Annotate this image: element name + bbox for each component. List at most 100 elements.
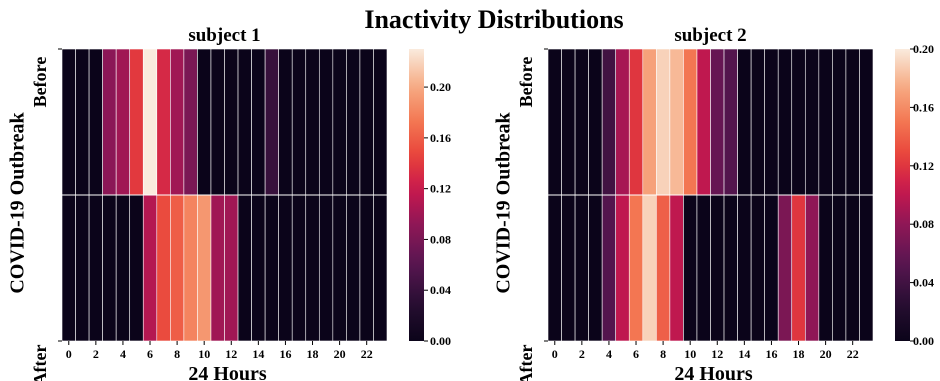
x-tick-label: 4 (120, 347, 126, 361)
heatmap-cell (102, 48, 117, 196)
heatmap-cell (210, 48, 225, 196)
x-tick-label: 2 (93, 347, 99, 361)
heatmap-cell (777, 48, 793, 196)
heatmap-cell (61, 194, 76, 342)
y-axis-label: COVID-19 Outbreak (493, 111, 515, 293)
heatmap-cell (832, 48, 847, 196)
figure-title: Inactivity Distributions (364, 5, 623, 34)
heatmap-cell (588, 48, 603, 196)
heatmap-cell (574, 48, 589, 196)
heatmap-cell (183, 194, 198, 342)
colorbar-tick-label: 0.16 (430, 131, 451, 145)
heatmap-cell (197, 194, 212, 342)
heatmap-cell (791, 194, 806, 342)
heatmap-cell (656, 194, 671, 342)
heatmap-cell (346, 194, 361, 342)
heatmap-cell (669, 48, 684, 196)
heatmap-cell (61, 48, 76, 196)
colorbar (409, 49, 424, 341)
x-tick-label: 4 (606, 347, 612, 361)
x-tick-label: 18 (307, 347, 319, 361)
subplot-title: subject 2 (674, 25, 746, 46)
x-tick-label: 14 (738, 347, 750, 361)
x-tick-label: 6 (633, 347, 639, 361)
x-tick-label: 16 (765, 347, 777, 361)
heatmap-cell (737, 194, 752, 342)
heatmap-cell (574, 194, 589, 342)
heatmap-cell (628, 194, 644, 342)
heatmap-cell (601, 194, 617, 342)
x-axis-label: 24 Hours (188, 363, 267, 381)
heatmap-cell (251, 48, 266, 196)
heatmap-cell (804, 48, 820, 196)
heatmap-cell (615, 48, 630, 196)
x-tick-label: 10 (198, 347, 210, 361)
row-label-before: Before (30, 57, 50, 108)
heatmap-cell (859, 48, 874, 196)
heatmap-cell (102, 194, 117, 342)
heatmap-cell (373, 48, 388, 196)
heatmap-cell (696, 194, 711, 342)
heatmap-cell (845, 194, 860, 342)
colorbar-tick-label: 0.08 (913, 217, 934, 231)
x-tick-label: 18 (793, 347, 805, 361)
heatmap-cell (859, 194, 874, 342)
heatmap-cell (764, 194, 779, 342)
colorbar-tick-label: 0.12 (913, 159, 934, 173)
subplot-title: subject 1 (188, 25, 260, 46)
heatmap-cell (170, 194, 185, 342)
heatmap-cell (737, 48, 752, 196)
heatmap-cell (547, 48, 562, 196)
x-tick-label: 12 (225, 347, 237, 361)
colorbar-tick-label: 0.16 (913, 100, 934, 114)
heatmap-cell (818, 194, 833, 342)
heatmap-cell (332, 48, 347, 196)
heatmap-cell (683, 48, 698, 196)
heatmap-cell (305, 48, 320, 196)
heatmap-cell (845, 48, 860, 196)
heatmap-cell (764, 48, 779, 196)
x-tick-label: 0 (552, 347, 558, 361)
heatmap-cell (88, 48, 103, 196)
heatmap-cell (669, 194, 684, 342)
heatmap-cell (359, 48, 374, 196)
heatmap-cell (75, 194, 90, 342)
heatmap-cell (156, 194, 171, 342)
heatmap-cell (264, 48, 279, 196)
heatmap-cell (547, 194, 562, 342)
x-tick-label: 14 (252, 347, 264, 361)
heatmap-cell (750, 194, 765, 342)
x-tick-label: 6 (147, 347, 153, 361)
heatmap-cell (710, 194, 725, 342)
heatmap-cell (210, 194, 225, 342)
heatmap-cell (710, 48, 725, 196)
x-axis-label: 24 Hours (674, 363, 753, 381)
colorbar-tick-label: 0.20 (913, 42, 934, 56)
heatmap-cell (628, 48, 644, 196)
heatmap-cell (832, 194, 847, 342)
colorbar-tick-label: 0.08 (430, 232, 451, 246)
heatmap-cell (224, 194, 239, 342)
heatmap-cell (142, 48, 158, 196)
x-tick-label: 2 (579, 347, 585, 361)
heatmap-cell (615, 194, 630, 342)
colorbar-tick-label: 0.04 (913, 276, 934, 290)
heatmap-cell (278, 194, 293, 342)
heatmap-cell (88, 194, 103, 342)
x-tick-label: 20 (334, 347, 346, 361)
y-axis-label: COVID-19 Outbreak (7, 111, 29, 293)
heatmap-cell (156, 48, 171, 196)
heatmap-cell (561, 48, 576, 196)
x-tick-label: 10 (684, 347, 696, 361)
heatmap-cell (561, 194, 576, 342)
x-tick-label: 8 (660, 347, 666, 361)
heatmap-cell (777, 194, 793, 342)
heatmap-cell (818, 48, 833, 196)
heatmap-cell (129, 48, 144, 196)
heatmap-cell (291, 194, 307, 342)
heatmap-cell (237, 194, 252, 342)
heatmap-cell (170, 48, 185, 196)
heatmap-cell (656, 48, 671, 196)
